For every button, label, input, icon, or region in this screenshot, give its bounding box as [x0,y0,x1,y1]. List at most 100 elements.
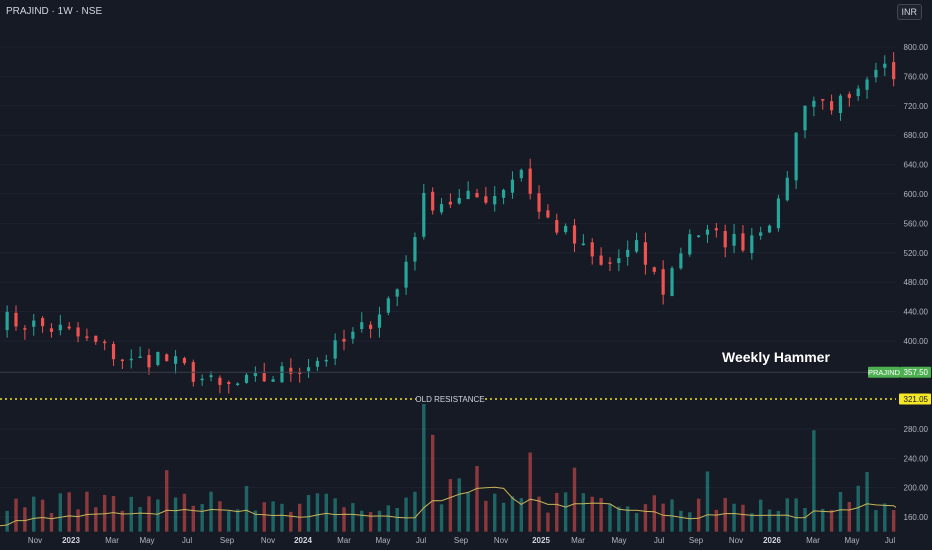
volume-bar [865,472,869,532]
volume-bar [599,497,603,532]
volume-bars [0,399,932,532]
volume-bar [484,500,488,532]
symbol-title: PRAJIND · 1W · NSE [6,6,103,17]
volume-bar [821,508,825,532]
price-tick-label: 640.00 [904,161,929,170]
candle-body [661,269,665,295]
candle-body [714,228,718,231]
candle-body [883,63,887,68]
candle-body [785,177,789,201]
candle-body [32,320,36,327]
candle-body [439,204,444,213]
volume-bar [617,506,621,532]
volume-bar [120,510,125,532]
volume-bar [750,513,754,532]
candle-body [572,225,577,244]
volume-bar [741,504,745,532]
time-tick-label: 2024 [294,536,312,545]
volume-bar [253,510,258,532]
price-tick-label: 800.00 [904,43,929,52]
candle-body [803,105,807,131]
candle-body [23,328,27,330]
last-price-tag-bg [900,366,931,378]
candle-body [608,262,612,264]
volume-bar [555,492,559,532]
volume-bar [360,510,364,532]
volume-bar [111,495,116,532]
volume-bar [723,497,727,532]
candle-body [49,328,54,332]
candle-body [173,356,178,364]
volume-bar [413,491,417,532]
volume-bar [227,511,231,532]
candle-body [705,229,710,235]
candle-body [741,233,745,251]
candle-body [182,358,187,364]
price-tick-label: 240.00 [904,454,929,463]
candle-body [528,168,532,194]
price-tick-label: 520.00 [904,249,929,258]
volume-bar [23,507,27,532]
volume-bar [280,503,284,532]
time-tick-label: Nov [261,536,275,545]
volume-bar [847,501,852,532]
candle-body [244,374,249,383]
volume-bar [475,466,479,532]
volume-bar [519,498,524,532]
candle-body [120,359,124,362]
time-tick-label: Mar [337,536,351,545]
price-axis: 160.00 200.00 240.00 280.00 400.00 440.00 480.… [868,0,932,550]
currency-badge[interactable]: INR [896,4,922,20]
candle-body [333,340,337,359]
volume-bar [351,503,355,532]
candle-body [679,253,683,269]
volume-bar [643,504,648,532]
time-tick-label: May [375,536,390,545]
volume-bar [218,501,222,532]
volume-bar [625,506,630,532]
candle-body [829,101,834,111]
candle-body [670,268,674,296]
candle-body [634,240,639,252]
volume-bar [493,493,497,532]
volume-bar [838,491,843,532]
candle-body [324,359,328,362]
last-price-tag: 357.50 [904,368,929,377]
candle-body [218,377,222,385]
volume-bar [209,491,213,532]
price-axis-bg [896,0,932,550]
candle-body [271,379,275,382]
weekly-hammer-annotation: Weekly Hammer [722,349,830,365]
time-tick-label: May [611,536,626,545]
volume-bar [235,509,240,532]
volume-bar [262,502,266,532]
price-tick-label: 440.00 [904,308,929,317]
volume-bar [395,507,399,532]
candle-body [253,373,257,377]
volume-bar [182,493,187,532]
candle-body [448,201,452,205]
candle-body [617,258,621,264]
candle-body [369,324,373,329]
candle-body [457,197,461,204]
candle-body [306,367,311,372]
volume-bar [85,491,89,532]
volume-bar [200,504,204,532]
price-tick-label: 720.00 [904,102,929,111]
candle-body [581,243,585,246]
volume-bar [289,511,293,532]
time-tick-label: Sep [220,536,235,545]
candle-body [599,255,603,265]
volume-bar [732,503,736,532]
candle-body [555,220,559,233]
candle-body [493,195,497,205]
volume-bar [705,471,710,532]
candle-body [404,261,408,288]
volume-bar [466,492,470,532]
volume-bar [714,509,719,532]
candle-body [697,235,701,237]
candle-body [812,100,816,107]
volume-bar [147,496,151,532]
volume-bar [652,495,656,532]
